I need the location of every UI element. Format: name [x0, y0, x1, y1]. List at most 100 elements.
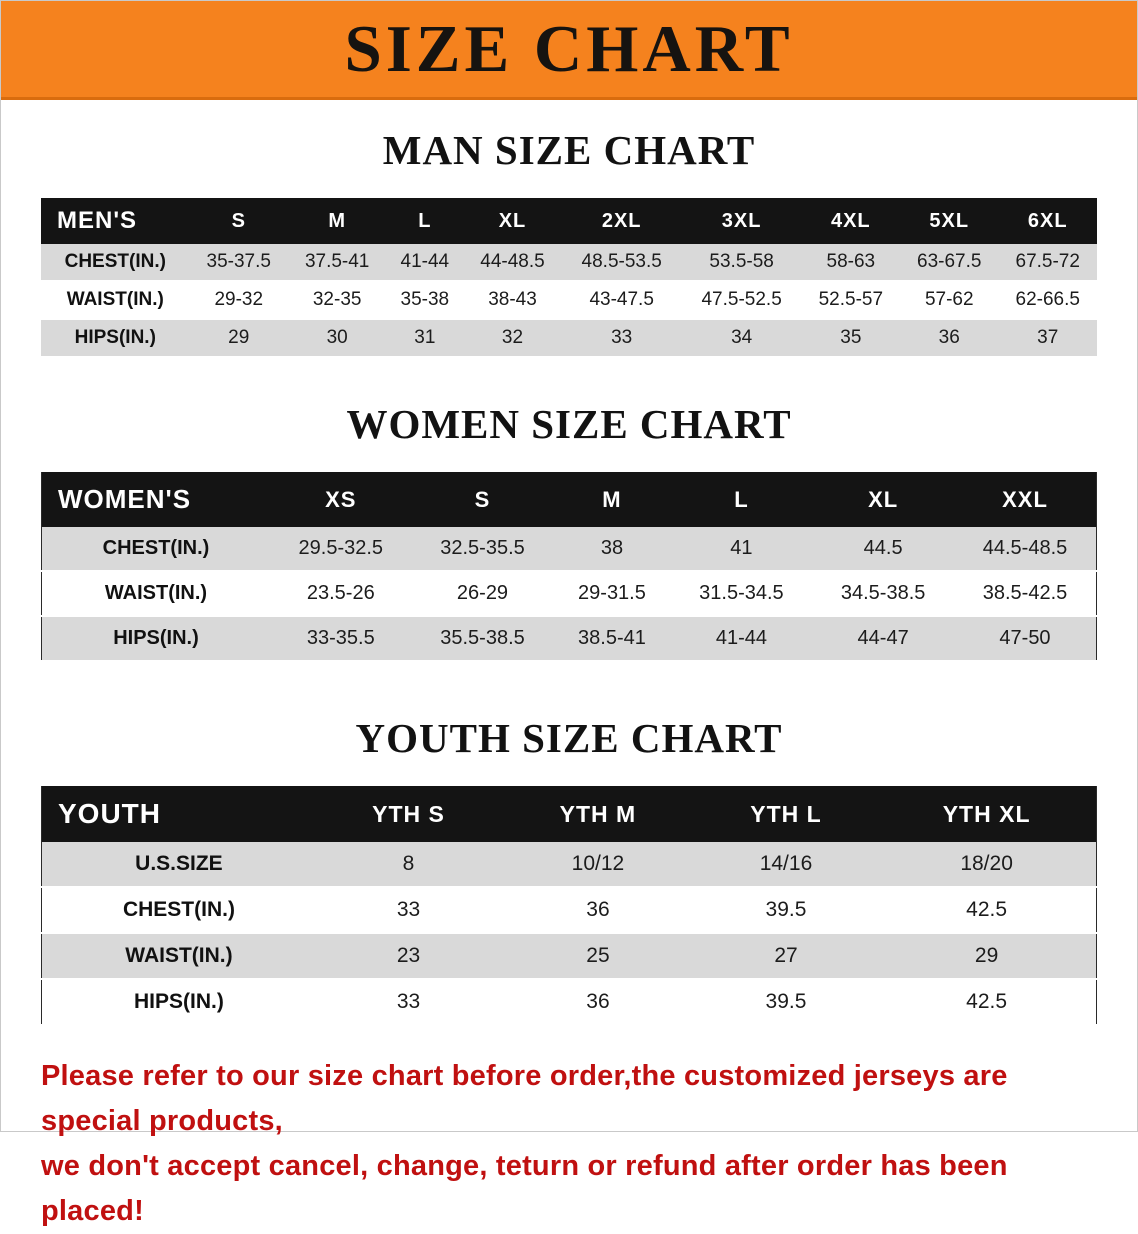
- size-value-cell: 47-50: [953, 616, 1097, 662]
- size-value-cell: 44.5-48.5: [953, 527, 1097, 572]
- men-size-section: MAN SIZE CHART MEN'S S M L XL 2XL 3XL 4XL 5XL 6XL…: [1, 126, 1137, 358]
- table-row: WAIST(IN.) 23.5-26 26-29 29-31.5 31.5-34.5 34…: [41, 571, 1097, 617]
- size-value-cell: 39.5: [694, 887, 878, 934]
- men-section-heading: MAN SIZE CHART: [382, 127, 756, 173]
- size-value-cell: 33-35.5: [269, 616, 412, 662]
- size-value-cell: 36: [501, 887, 695, 934]
- size-value-cell: 32: [463, 319, 562, 358]
- table-header-row: WOMEN'S XS S M L XL XXL: [41, 472, 1097, 527]
- size-value-cell: 44.5: [812, 527, 954, 572]
- men-size-table: MEN'S S M L XL 2XL 3XL 4XL 5XL 6XL CHEST(IN.) 35-37…: [41, 198, 1097, 358]
- youth-section-heading: YOUTH SIZE CHART: [355, 715, 783, 761]
- size-column-header: 6XL: [998, 198, 1097, 244]
- size-column-header: XL: [463, 198, 562, 244]
- size-value-cell: 36: [501, 979, 695, 1026]
- size-value-cell: 29-31.5: [553, 571, 671, 617]
- size-column-header: YTH M: [501, 786, 695, 842]
- size-value-cell: 10/12: [501, 842, 695, 888]
- row-label: CHEST(IN.): [41, 887, 316, 934]
- size-value-cell: 30: [287, 319, 387, 358]
- row-label: HIPS(IN.): [41, 319, 190, 358]
- size-value-cell: 23: [315, 933, 502, 980]
- content: MAN SIZE CHART MEN'S S M L XL 2XL 3XL 4XL 5XL 6XL…: [1, 126, 1137, 1026]
- size-value-cell: 43-47.5: [561, 281, 682, 320]
- size-value-cell: 29.5-32.5: [269, 527, 412, 572]
- footer-note: Please refer to our size chart before or…: [41, 1054, 1099, 1234]
- size-value-cell: 41: [670, 527, 813, 572]
- row-label: CHEST(IN.): [41, 244, 190, 282]
- size-value-cell: 58-63: [801, 244, 901, 282]
- size-column-header: L: [670, 472, 813, 527]
- size-value-cell: 29: [877, 933, 1097, 980]
- size-value-cell: 39.5: [694, 979, 878, 1026]
- page-title: SIZE CHART: [344, 11, 794, 86]
- size-value-cell: 53.5-58: [681, 244, 802, 282]
- row-label: CHEST(IN.): [41, 527, 270, 572]
- size-value-cell: 38.5-42.5: [953, 571, 1097, 617]
- table-row: HIPS(IN.) 33 36 39.5 42.5: [41, 979, 1097, 1026]
- size-value-cell: 26-29: [411, 571, 554, 617]
- size-value-cell: 35-37.5: [189, 244, 288, 282]
- size-value-cell: 8: [315, 842, 502, 888]
- size-column-header: 3XL: [681, 198, 802, 244]
- table-title-cell: WOMEN'S: [41, 472, 270, 527]
- size-value-cell: 35-38: [386, 281, 464, 320]
- size-column-header: 2XL: [561, 198, 682, 244]
- women-size-section: WOMEN SIZE CHART WOMEN'S XS S M L XL XXL CHEST(…: [1, 400, 1137, 662]
- size-value-cell: 37.5-41: [287, 244, 387, 282]
- size-column-header: YTH XL: [877, 786, 1097, 842]
- row-label: WAIST(IN.): [41, 933, 316, 980]
- size-value-cell: 34: [681, 319, 802, 358]
- table-header-row: YOUTH YTH S YTH M YTH L YTH XL: [41, 786, 1097, 842]
- note-line-2: we don't accept cancel, change, teturn o…: [41, 1149, 1008, 1227]
- size-column-header: XS: [269, 472, 412, 527]
- table-title-cell: MEN'S: [41, 198, 190, 244]
- banner: SIZE CHART: [1, 1, 1137, 100]
- size-value-cell: 34.5-38.5: [812, 571, 954, 617]
- size-value-cell: 41-44: [386, 244, 464, 282]
- size-value-cell: 29: [189, 319, 288, 358]
- size-value-cell: 38.5-41: [553, 616, 671, 662]
- size-column-header: XL: [812, 472, 954, 527]
- table-row: U.S.SIZE 8 10/12 14/16 18/20: [41, 842, 1097, 888]
- row-label: U.S.SIZE: [41, 842, 316, 888]
- size-value-cell: 31: [386, 319, 464, 358]
- size-value-cell: 44-47: [812, 616, 954, 662]
- size-value-cell: 37: [998, 319, 1097, 358]
- table-header-row: MEN'S S M L XL 2XL 3XL 4XL 5XL 6XL: [41, 198, 1097, 244]
- size-column-header: M: [553, 472, 671, 527]
- size-value-cell: 63-67.5: [900, 244, 999, 282]
- size-value-cell: 32-35: [287, 281, 387, 320]
- size-value-cell: 27: [694, 933, 878, 980]
- size-value-cell: 33: [315, 979, 502, 1026]
- table-row: HIPS(IN.) 29 30 31 32 33 34 35 36 37: [41, 319, 1097, 358]
- size-value-cell: 48.5-53.5: [561, 244, 682, 282]
- size-value-cell: 44-48.5: [463, 244, 562, 282]
- size-column-header: S: [411, 472, 554, 527]
- size-column-header: L: [386, 198, 464, 244]
- size-value-cell: 31.5-34.5: [670, 571, 813, 617]
- size-value-cell: 23.5-26: [269, 571, 412, 617]
- size-value-cell: 41-44: [670, 616, 813, 662]
- size-value-cell: 52.5-57: [801, 281, 901, 320]
- youth-size-section: YOUTH SIZE CHART YOUTH YTH S YTH M YTH L YTH…: [1, 714, 1137, 1026]
- table-row: CHEST(IN.) 35-37.5 37.5-41 41-44 44-48.5 48.5…: [41, 244, 1097, 282]
- women-section-heading: WOMEN SIZE CHART: [346, 401, 792, 447]
- size-column-header: YTH L: [694, 786, 878, 842]
- table-row: CHEST(IN.) 29.5-32.5 32.5-35.5 38 41 44.5 44.5…: [41, 527, 1097, 572]
- size-value-cell: 36: [900, 319, 999, 358]
- size-value-cell: 42.5: [877, 979, 1097, 1026]
- size-column-header: 5XL: [900, 198, 999, 244]
- size-column-header: S: [189, 198, 288, 244]
- note-line-1: Please refer to our size chart before or…: [41, 1060, 1008, 1137]
- table-title-cell: YOUTH: [41, 786, 316, 842]
- size-value-cell: 57-62: [900, 281, 999, 320]
- youth-size-table: YOUTH YTH S YTH M YTH L YTH XL U.S.SIZE 8 10/12…: [41, 786, 1097, 1026]
- size-column-header: YTH S: [315, 786, 502, 842]
- row-label: WAIST(IN.): [41, 281, 190, 320]
- size-value-cell: 35.5-38.5: [411, 616, 554, 662]
- size-value-cell: 33: [315, 887, 502, 934]
- size-column-header: 4XL: [801, 198, 901, 244]
- row-label: HIPS(IN.): [41, 616, 270, 662]
